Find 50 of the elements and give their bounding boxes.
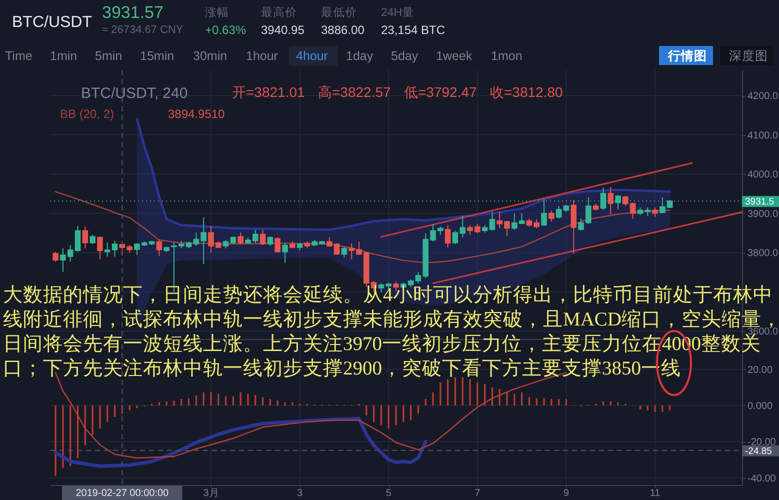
annotation: 3894.9510 xyxy=(168,107,226,121)
y-tick-label: 3800.0 xyxy=(748,248,779,260)
x-tick-label: 7 xyxy=(474,488,481,499)
annotation: 低=3792.47 xyxy=(404,84,477,100)
annotation: 大数据的情况下，日间走势还将会延续。从4小时可以分析得出，比特币目前处于布林中 xyxy=(3,284,773,306)
y-tick-label: 4000.0 xyxy=(748,170,779,181)
x-tick-label: 3月 xyxy=(203,488,219,499)
y-tick-label: 4100.0 xyxy=(748,130,779,142)
y-tick-label: 4200.0 xyxy=(748,91,779,102)
text: 1week xyxy=(436,49,473,63)
text: BTC/USDT, 240 xyxy=(81,85,188,102)
text: 1min xyxy=(50,49,78,63)
text: 3886.00 xyxy=(321,23,365,37)
text: 4hour xyxy=(296,49,328,63)
text: 15min xyxy=(140,49,174,63)
text: 5day xyxy=(391,49,419,63)
text: BB (20, 2) xyxy=(60,107,114,121)
annotation: 高=3822.57 xyxy=(318,84,391,100)
text: 30min xyxy=(193,49,228,63)
text: 行情图 xyxy=(667,49,707,63)
x-tick-label: 3 xyxy=(297,488,304,499)
annotation: 收=3812.80 xyxy=(490,84,563,100)
text: 3940.95 xyxy=(261,23,305,37)
text: 24H量 xyxy=(381,6,414,19)
x-tick-label: 9 xyxy=(563,488,570,499)
text: ≈ 26734.67 CNY xyxy=(102,24,184,36)
text: 深度图 xyxy=(729,48,768,63)
ref-line-label: 2019-02-27 00:00:00 xyxy=(76,488,170,499)
text: Time xyxy=(5,49,32,63)
text: 涨幅 xyxy=(205,6,229,19)
text: 1mon xyxy=(491,49,522,63)
ref-line-label: -24.85 xyxy=(745,446,772,457)
y-tick-label: 0.000 xyxy=(748,400,773,412)
text: 最高价 xyxy=(261,5,297,19)
y-tick-label: 20.00 xyxy=(748,364,773,376)
annotation: 开=3821.01 xyxy=(232,84,305,100)
text: BTC/USDT xyxy=(12,14,92,31)
text: 3931.57 xyxy=(102,3,164,22)
text: 5min xyxy=(95,49,122,63)
text: +0.63% xyxy=(205,23,246,37)
y-tick-label: -40.00 xyxy=(748,473,776,484)
y-tick-label: 3900.0 xyxy=(748,208,779,220)
text: 23,154 BTC xyxy=(381,23,446,37)
ref-line-label: 3931.5 xyxy=(745,196,774,208)
text: 1hour xyxy=(246,49,278,63)
x-tick-label: 11 xyxy=(650,488,661,499)
text: 1day xyxy=(346,49,374,63)
text: 最低价 xyxy=(321,6,357,19)
x-tick-label: 5 xyxy=(386,488,392,499)
y-tick-label: -20.00 xyxy=(748,437,776,448)
